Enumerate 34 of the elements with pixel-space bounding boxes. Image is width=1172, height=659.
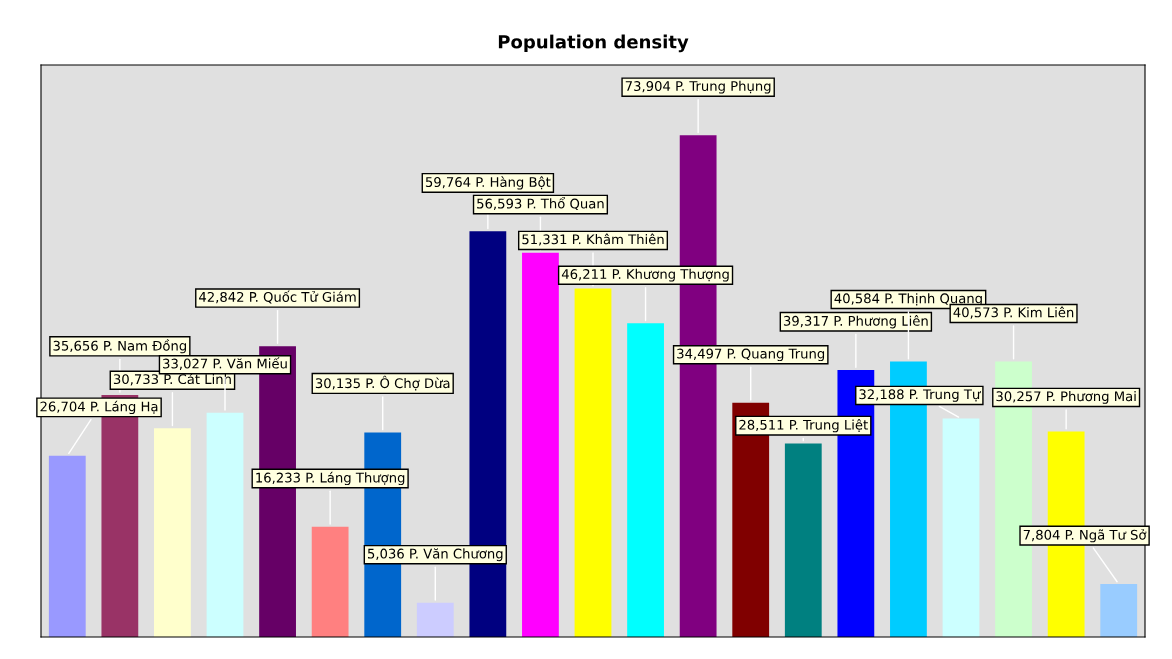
bar (154, 428, 191, 637)
bar (574, 288, 612, 637)
data-label: 26,704 P. Láng Hạ (40, 400, 158, 415)
data-label: 56,593 P. Thổ Quan (477, 197, 604, 211)
data-label: 28,511 P. Trung Liệt (739, 419, 868, 433)
data-label: 42,842 P. Quốc Tử Giám (199, 290, 356, 304)
data-label: 40,584 P. Thịnh Quang (834, 293, 982, 306)
data-label: 32,188 P. Trung Tự (859, 389, 981, 402)
bar (942, 418, 980, 637)
data-label: 40,573 P. Kim Liên (953, 306, 1074, 319)
data-label: 33,027 P. Văn Miếu (163, 357, 287, 370)
data-label: 73,904 P. Trung Phụng (625, 80, 771, 94)
data-label: 30,257 P. Phương Mai (996, 391, 1136, 404)
data-label: 7,804 P. Ngã Tư Sở (1023, 528, 1147, 543)
bar (416, 602, 454, 637)
bar (206, 412, 244, 637)
bar (627, 323, 664, 637)
data-label: 46,211 P. Khương Thượng (561, 268, 729, 282)
bar (784, 443, 822, 637)
data-label: 16,233 P. Láng Thượng (256, 471, 405, 486)
data-label: 51,331 P. Khâm Thiên (522, 233, 664, 246)
data-label: 59,764 P. Hàng Bột (425, 176, 551, 190)
data-label: 39,317 P. Phương Liên (783, 315, 928, 329)
chart-title: Population density (498, 34, 689, 53)
bar (522, 252, 559, 637)
bar (1100, 584, 1138, 637)
data-label: 34,497 P. Quang Trung (677, 348, 825, 362)
bar (101, 394, 139, 637)
data-label: 30,135 P. Ô Chợ Dừa (315, 375, 450, 391)
data-label: 30,733 P. Cát Linh (113, 373, 231, 386)
bar (48, 455, 86, 637)
data-label: 5,036 P. Văn Chương (367, 548, 503, 562)
bar (311, 526, 349, 637)
data-label: 35,656 P. Nam Đồng (53, 339, 186, 354)
